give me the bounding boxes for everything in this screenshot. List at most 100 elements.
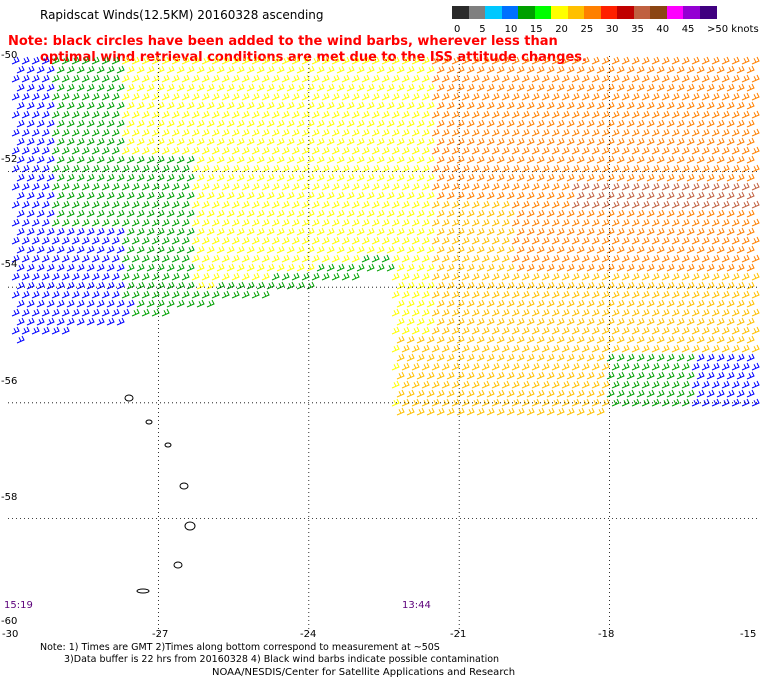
wind-barb <box>326 101 335 110</box>
wind-barb <box>16 137 25 146</box>
wind-barb <box>586 155 595 164</box>
wind-barb <box>416 65 425 74</box>
wind-barb <box>621 74 630 83</box>
wind-barb <box>646 173 655 182</box>
wind-barb <box>91 308 100 317</box>
wind-barb <box>16 101 25 110</box>
wind-barb <box>26 119 35 128</box>
wind-barb <box>496 65 505 74</box>
wind-barb <box>421 344 430 353</box>
wind-barb <box>696 137 705 146</box>
wind-barb <box>51 128 60 137</box>
wind-barb <box>231 272 240 281</box>
wind-barb <box>406 119 415 128</box>
wind-barb <box>206 155 215 164</box>
wind-barb <box>636 137 645 146</box>
wind-barb <box>26 209 35 218</box>
wind-barb <box>221 182 230 191</box>
wind-barb <box>46 83 55 92</box>
wind-barb <box>496 101 505 110</box>
wind-barb <box>211 272 220 281</box>
wind-barb <box>231 254 240 263</box>
wind-barb <box>721 254 730 263</box>
wind-barb <box>231 218 240 227</box>
wind-barb <box>531 272 540 281</box>
wind-barb <box>21 236 30 245</box>
wind-barb <box>746 155 755 164</box>
wind-barb <box>651 398 660 407</box>
wind-barb <box>501 326 510 335</box>
wind-barb <box>711 398 720 407</box>
wind-barb <box>456 191 465 200</box>
wind-barb <box>601 182 610 191</box>
wind-barb <box>601 290 610 299</box>
wind-barb <box>701 164 710 173</box>
wind-barb <box>431 56 440 65</box>
wind-barb <box>751 254 760 263</box>
wind-barb <box>241 236 250 245</box>
wind-barb <box>161 92 170 101</box>
wind-barb <box>291 74 300 83</box>
wind-barb <box>406 227 415 236</box>
wind-barb <box>41 164 50 173</box>
wind-barb <box>266 263 275 272</box>
wind-barb <box>411 326 420 335</box>
wind-barb <box>371 182 380 191</box>
wind-barb <box>516 227 525 236</box>
wind-barb <box>66 119 75 128</box>
wind-barb <box>96 65 105 74</box>
wind-barb <box>596 389 605 398</box>
wind-barb <box>676 173 685 182</box>
wind-barb <box>166 209 175 218</box>
wind-barb <box>231 164 240 173</box>
wind-barb <box>506 245 515 254</box>
wind-barb <box>391 92 400 101</box>
wind-barb <box>706 65 715 74</box>
wind-barb <box>716 137 725 146</box>
wind-barb <box>331 164 340 173</box>
wind-barb <box>301 200 310 209</box>
wind-barb <box>186 173 195 182</box>
wind-barb <box>656 353 665 362</box>
wind-barb <box>711 182 720 191</box>
wind-barb <box>486 227 495 236</box>
wind-barb <box>676 389 685 398</box>
wind-barb <box>621 92 630 101</box>
wind-barb <box>156 101 165 110</box>
wind-barb <box>306 137 315 146</box>
wind-barb <box>516 137 525 146</box>
wind-barb <box>151 290 160 299</box>
wind-barb <box>616 191 625 200</box>
wind-barb <box>596 173 605 182</box>
wind-barb <box>116 245 125 254</box>
wind-barb <box>511 308 520 317</box>
wind-barb <box>491 326 500 335</box>
wind-barb <box>56 119 65 128</box>
wind-barb <box>491 398 500 407</box>
wind-barb <box>496 371 505 380</box>
wind-barb <box>101 164 110 173</box>
wind-barb <box>751 128 760 137</box>
wind-barb <box>631 344 640 353</box>
wind-barb <box>591 398 600 407</box>
wind-barb <box>621 398 630 407</box>
wind-barb <box>36 209 45 218</box>
wind-barb <box>681 200 690 209</box>
wind-barb <box>526 263 535 272</box>
wind-barb <box>36 119 45 128</box>
wind-barb <box>641 308 650 317</box>
wind-barb <box>231 290 240 299</box>
legend-label: 20 <box>555 24 568 35</box>
wind-barb <box>526 299 535 308</box>
wind-barb <box>26 245 35 254</box>
wind-barb <box>206 263 215 272</box>
wind-barb <box>41 218 50 227</box>
wind-barb <box>741 344 750 353</box>
wind-barb <box>386 263 395 272</box>
wind-barb <box>471 146 480 155</box>
wind-barb <box>726 299 735 308</box>
lon-tick-label: -27 <box>152 629 169 640</box>
wind-barb <box>431 182 440 191</box>
wind-barb <box>416 317 425 326</box>
wind-barb <box>621 110 630 119</box>
